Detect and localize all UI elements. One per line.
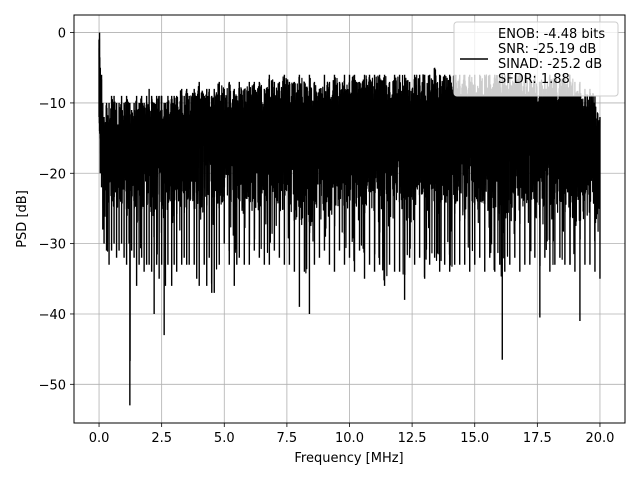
- axis-ticks: 0.0 2.5 5.0 7.5 10.0 12.5 15.0 17.5 20.0 0 −10 −20 −…: [39, 27, 615, 446]
- x-tick-label: 17.5: [523, 431, 552, 446]
- y-tick-label: −50: [39, 378, 66, 393]
- x-tick-label: 5.0: [214, 431, 235, 446]
- x-tick-label: 2.5: [151, 431, 172, 446]
- legend-box: [453, 21, 619, 97]
- plot-area: [98, 32, 601, 406]
- x-tick-label: 10.0: [335, 431, 364, 446]
- y-axis-label: PSD [dB]: [15, 190, 30, 248]
- y-tick-label: −10: [39, 97, 66, 112]
- legend-entry: ENOB: -4.48 bits: [498, 27, 605, 42]
- x-tick-label: 20.0: [585, 431, 614, 446]
- y-tick-label: −40: [39, 308, 66, 323]
- y-tick-label: −20: [39, 167, 66, 182]
- y-tick-label: 0: [58, 27, 66, 42]
- y-tick-label: −30: [39, 238, 66, 253]
- legend-entry: SINAD: -25.2 dB: [498, 57, 602, 72]
- legend-entry: SFDR: 1.88: [498, 72, 570, 87]
- x-tick-label: 15.0: [460, 431, 489, 446]
- x-tick-label: 7.5: [277, 431, 298, 446]
- x-tick-label: 0.0: [89, 431, 110, 446]
- x-axis-label: Frequency [MHz]: [294, 451, 403, 466]
- legend-entry: SNR: -25.19 dB: [498, 42, 596, 57]
- x-tick-label: 12.5: [398, 431, 427, 446]
